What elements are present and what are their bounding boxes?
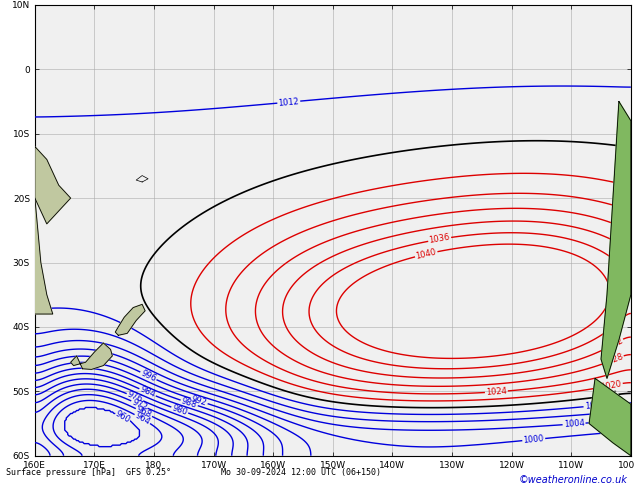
Text: 1028: 1028 <box>602 352 624 368</box>
Text: 968: 968 <box>135 405 153 420</box>
Text: ©weatheronline.co.uk: ©weatheronline.co.uk <box>519 475 628 485</box>
Text: 1024: 1024 <box>486 387 507 397</box>
Text: 988: 988 <box>180 396 198 410</box>
Text: 984: 984 <box>138 385 157 400</box>
Text: 1040: 1040 <box>415 247 437 261</box>
Text: 960: 960 <box>114 409 132 424</box>
Text: 1016: 1016 <box>596 390 618 402</box>
Text: Surface pressure [hPa]  GFS 0.25°          Mo 30-09-2024 12:00 UTC (06+150): Surface pressure [hPa] GFS 0.25° Mo 30-0… <box>6 468 381 477</box>
Text: 1020: 1020 <box>600 379 623 392</box>
Text: 976: 976 <box>126 390 144 405</box>
Polygon shape <box>35 198 53 314</box>
Polygon shape <box>115 304 145 335</box>
Text: 996: 996 <box>139 368 157 383</box>
Text: 1004: 1004 <box>563 418 585 429</box>
Text: 1036: 1036 <box>429 233 451 245</box>
Polygon shape <box>70 343 112 369</box>
Text: 964: 964 <box>133 411 152 427</box>
Text: 972: 972 <box>131 397 148 412</box>
Text: 1000: 1000 <box>523 434 545 445</box>
Text: 1012: 1012 <box>278 97 300 107</box>
Text: 980: 980 <box>171 403 189 417</box>
Text: 1008: 1008 <box>593 408 615 418</box>
Text: 1032: 1032 <box>602 336 624 354</box>
Polygon shape <box>35 147 70 224</box>
Text: 1012: 1012 <box>584 400 606 411</box>
Polygon shape <box>589 378 631 456</box>
Text: 992: 992 <box>190 394 208 408</box>
Polygon shape <box>601 101 631 378</box>
